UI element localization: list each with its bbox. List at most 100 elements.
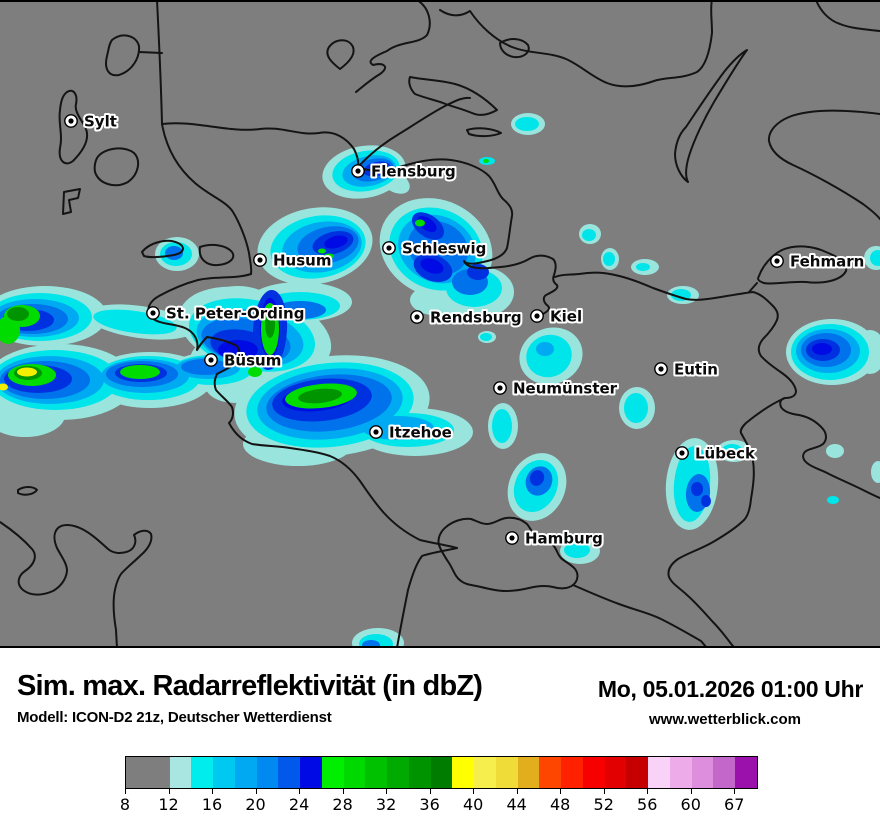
colorbar-tick-label: 36 (419, 795, 440, 814)
colorbar-tick-mark (603, 788, 605, 794)
city-dot (658, 366, 664, 372)
colorbar-segment (365, 757, 388, 788)
colorbar-tick-label: 20 (245, 795, 266, 814)
coastline-layer (0, 2, 880, 646)
city-label: Hamburg (525, 530, 603, 548)
city-label: Rendsburg (430, 309, 522, 327)
precipitation-layer (0, 113, 880, 646)
colorbar-segment (561, 757, 583, 788)
colorbar-tick-label: 32 (375, 795, 397, 814)
footer-panel: Sim. max. Radarreflektivität (in dbZ) Mo… (0, 648, 880, 830)
colorbar-tick-label: 67 (724, 795, 745, 814)
colorbar-tick-mark (473, 788, 475, 794)
colorbar-segment (430, 757, 453, 788)
city-label: Flensburg (371, 163, 456, 181)
colorbar-segment (604, 757, 627, 788)
radar-map: Sylt Flensburg Husum Schleswig St. Peter-Ord… (0, 0, 880, 648)
colorbar-tick-mark (386, 788, 388, 794)
city-label: Neumünster (513, 380, 618, 398)
colorbar-segment (648, 757, 670, 788)
city-marker: Fehmarn (770, 251, 866, 273)
city-dot (373, 429, 379, 435)
city-marker: Schleswig (382, 238, 488, 260)
colorbar-segment (278, 757, 301, 788)
city-dot (355, 168, 361, 174)
colorbar-tick-label: 16 (201, 795, 223, 814)
city-label: Lübeck (695, 445, 756, 463)
city-label: Husum (273, 252, 331, 270)
colorbar-tick-mark (342, 788, 344, 794)
colorbar-segment (169, 757, 192, 788)
colorbar-tick-label: 28 (332, 795, 353, 814)
colorbar-tick-label: 60 (680, 795, 701, 814)
city-label: St. Peter-Ording (166, 305, 304, 323)
colorbar-tick-mark (299, 788, 301, 794)
colorbar-segment (256, 757, 279, 788)
colorbar-tick-label: 8 (119, 795, 131, 814)
colorbar-tick-mark (647, 788, 649, 794)
website-url: www.wetterblick.com (649, 711, 801, 728)
colorbar-segment (343, 757, 366, 788)
colorbar-segment (191, 757, 214, 788)
city-dot (774, 258, 780, 264)
city-marker: Rendsburg (410, 307, 524, 329)
colorbar-tick-label: 12 (158, 795, 179, 814)
city-label: Fehmarn (790, 253, 864, 271)
colorbar-segment (626, 757, 649, 788)
colorbar-segment (582, 757, 605, 788)
city-dot (497, 385, 503, 391)
city-marker: Büsum (204, 350, 283, 372)
model-info: Modell: ICON-D2 21z, Deutscher Wetterdie… (17, 709, 332, 726)
colorbar-segment (495, 757, 518, 788)
city-label: Schleswig (402, 240, 486, 258)
colorbar-tick-mark (255, 788, 257, 794)
city-label: Sylt (84, 113, 117, 131)
colorbar-segment (213, 757, 235, 788)
colorbar-segment (517, 757, 540, 788)
colorbar-tick-mark (125, 788, 126, 794)
colorbar-segment (408, 757, 431, 788)
city-marker: Neumünster (493, 378, 620, 400)
city-dot (509, 535, 515, 541)
city-marker: Kiel (530, 306, 584, 328)
colorbar-tick-label: 44 (506, 795, 527, 814)
city-label: Kiel (550, 308, 582, 326)
colorbar-segment (691, 757, 714, 788)
city-marker: Itzehoe (369, 422, 454, 444)
colorbar-segment (713, 757, 736, 788)
colorbar-tick-label: 52 (593, 795, 614, 814)
colorbar-tick-label: 56 (637, 795, 658, 814)
city-dot (257, 257, 263, 263)
city-label: Büsum (224, 352, 281, 370)
page-title: Sim. max. Radarreflektivität (in dbZ) (17, 670, 483, 702)
city-dot (208, 357, 214, 363)
colorbar-tick-label: 24 (288, 795, 310, 814)
forecast-datetime: Mo, 05.01.2026 01:00 Uhr (597, 676, 863, 702)
colorbar-segment (387, 757, 409, 788)
city-marker: Sylt (64, 111, 119, 133)
colorbar-tick-mark (168, 788, 170, 794)
colorbar-tick-mark (212, 788, 214, 794)
city-label: Eutin (674, 361, 718, 379)
colorbar-segment (735, 757, 757, 788)
city-marker-layer: Sylt Flensburg Husum Schleswig St. Peter-Ord… (64, 111, 866, 550)
colorbar-tick-label: 40 (462, 795, 484, 814)
colorbar-tick-mark (516, 788, 518, 794)
city-marker: St. Peter-Ording (146, 303, 306, 325)
city-marker: Eutin (654, 359, 720, 381)
colorbar-tick-label: 48 (549, 795, 571, 814)
city-dot (68, 118, 74, 124)
city-marker: Husum (253, 250, 333, 272)
colorbar-tick-mark (690, 788, 692, 794)
city-label: Itzehoe (389, 424, 452, 442)
colorbar-tick-mark (734, 788, 736, 794)
colorbar-segment (452, 757, 475, 788)
colorbar-segment (126, 757, 170, 788)
city-dot (150, 310, 156, 316)
reflectivity-colorbar (125, 756, 758, 789)
colorbar-segment (539, 757, 562, 788)
colorbar-segment (474, 757, 496, 788)
city-marker: Hamburg (505, 528, 605, 550)
colorbar-tick-mark (560, 788, 562, 794)
